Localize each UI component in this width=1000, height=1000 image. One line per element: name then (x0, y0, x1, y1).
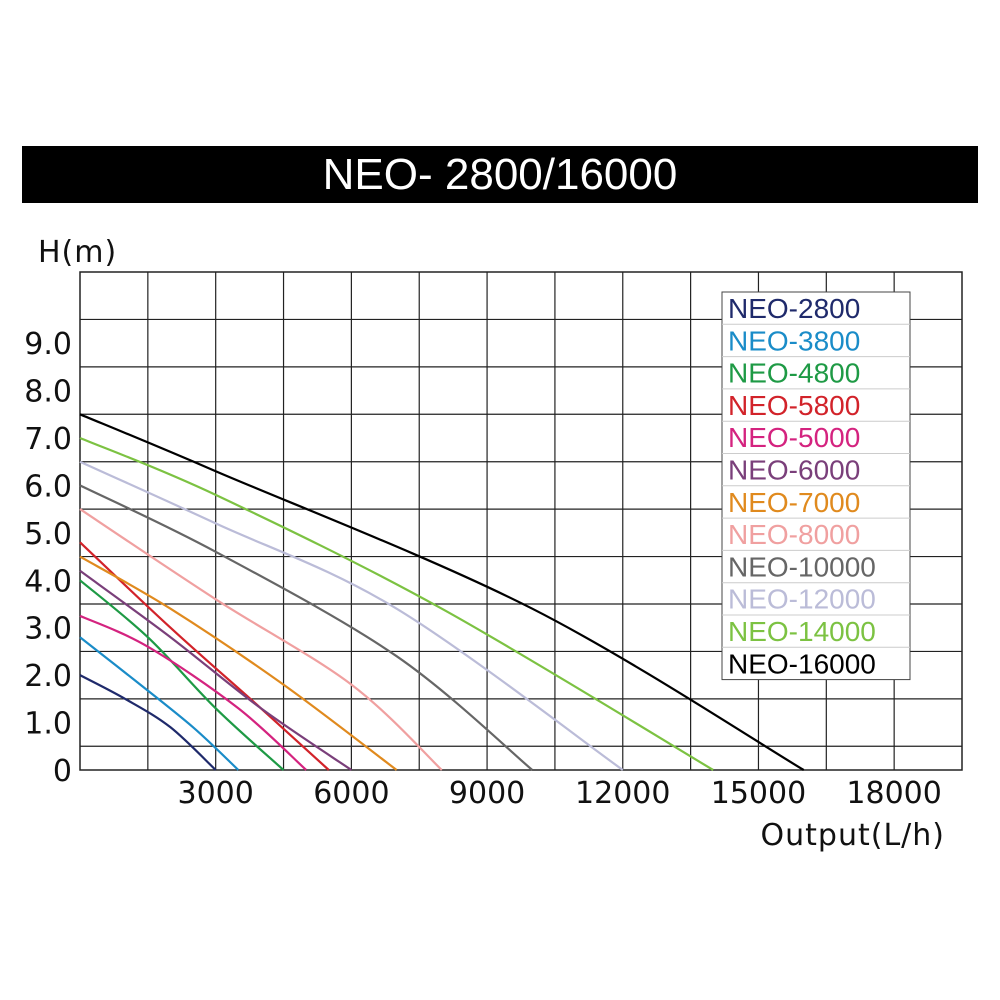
y-tick-label: 0 (53, 754, 72, 789)
curve-neo-14000 (79, 436, 714, 771)
tick-labels: 0 1.0 2.0 3.0 4.0 5.0 6.0 7.0 8.0 9.0 3000 6000 9000… (24, 327, 942, 811)
x-tick-label: 6000 (313, 776, 389, 811)
legend-entry: NEO-8000 (728, 519, 860, 550)
legend: NEO-2800NEO-3800NEO-4800NEO-5800NEO-5000… (721, 291, 911, 681)
y-tick-label: 5.0 (24, 517, 72, 552)
legend-entry: NEO-6000 (728, 455, 860, 486)
y-tick-label: 4.0 (24, 564, 72, 599)
legend-entry: NEO-12000 (728, 584, 876, 615)
legend-entry: NEO-3800 (728, 325, 860, 356)
curve-neo-6000 (79, 569, 353, 771)
curve-neo-5000 (79, 614, 307, 771)
y-tick-label: 8.0 (24, 375, 72, 410)
y-tick-label: 1.0 (24, 707, 72, 742)
y-tick-label: 9.0 (24, 327, 72, 362)
chart-title: NEO- 2800/16000 (322, 149, 678, 199)
curve-neo-4800 (79, 579, 285, 771)
curve-neo-12000 (79, 460, 624, 771)
plot-frame (79, 271, 963, 771)
legend-entry: NEO-4800 (728, 358, 860, 389)
curve-neo-8000 (79, 508, 443, 771)
curve-neo-7000 (79, 555, 398, 771)
y-tick-label: 6.0 (24, 469, 72, 504)
x-tick-label: 9000 (449, 776, 525, 811)
legend-entry: NEO-5800 (728, 390, 860, 421)
y-tick-label: 2.0 (24, 659, 72, 694)
legend-entry: NEO-14000 (728, 616, 876, 647)
legend-entry: NEO-10000 (728, 551, 876, 582)
curve-neo-3800 (79, 636, 240, 771)
y-axis-label: H(m) (38, 235, 117, 270)
legend-entry: NEO-7000 (728, 487, 860, 518)
x-tick-label: 3000 (178, 776, 254, 811)
curve-neo-16000 (79, 413, 805, 771)
y-tick-label: 7.0 (24, 422, 72, 457)
curve-neo-10000 (79, 484, 534, 771)
x-tick-label: 18000 (846, 776, 941, 811)
performance-curves (79, 413, 805, 771)
x-tick-label: 12000 (575, 776, 670, 811)
legend-entry: NEO-16000 (728, 648, 876, 679)
y-tick-label: 3.0 (24, 612, 72, 647)
legend-entry: NEO-2800 (728, 293, 860, 324)
x-tick-label: 15000 (711, 776, 806, 811)
chart-title-bar: NEO- 2800/16000 (22, 146, 978, 203)
curve-neo-2800 (79, 674, 217, 771)
legend-entry: NEO-5000 (728, 422, 860, 453)
x-axis-label: Output(L/h) (761, 818, 945, 853)
